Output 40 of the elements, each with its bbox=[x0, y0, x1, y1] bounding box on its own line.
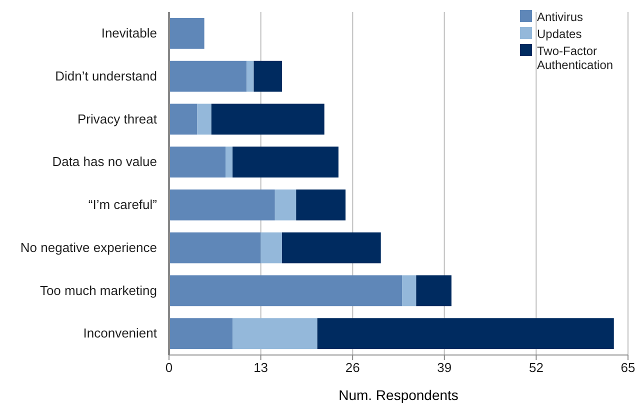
bar bbox=[246, 60, 254, 92]
bar bbox=[169, 18, 204, 49]
bar bbox=[282, 232, 381, 264]
x-tick-label: 26 bbox=[345, 360, 360, 376]
bar bbox=[169, 275, 402, 306]
bar bbox=[169, 318, 233, 349]
y-tick-label: Inconvenient bbox=[83, 326, 158, 341]
y-tick-label: Inevitable bbox=[101, 26, 157, 41]
bar bbox=[232, 146, 338, 178]
bar bbox=[274, 190, 296, 220]
y-tick-label: No negative experience bbox=[20, 240, 157, 255]
x-tick-label: 65 bbox=[620, 360, 635, 376]
bar bbox=[169, 146, 226, 178]
x-tick-label: 0 bbox=[165, 360, 173, 376]
x-tick-label: 13 bbox=[254, 360, 268, 376]
bar bbox=[254, 60, 282, 92]
bar bbox=[260, 232, 282, 264]
y-tick-label: Data has no value bbox=[52, 154, 157, 170]
bar bbox=[296, 190, 346, 220]
y-tick-label: Too much marketing bbox=[40, 282, 157, 298]
legend-label: Antivirus bbox=[537, 10, 584, 24]
bar bbox=[225, 146, 233, 178]
bar bbox=[169, 232, 261, 264]
bar bbox=[169, 190, 275, 220]
bar bbox=[169, 104, 198, 135]
x-tick-label: 52 bbox=[528, 360, 544, 376]
bar bbox=[402, 275, 416, 306]
bar bbox=[169, 60, 247, 92]
bar bbox=[232, 318, 318, 349]
bar bbox=[317, 318, 614, 349]
bar bbox=[197, 104, 212, 135]
x-axis-title: Num. Respondents bbox=[338, 387, 458, 403]
y-tick-label: “I’m careful” bbox=[88, 197, 157, 212]
bar bbox=[416, 275, 452, 306]
legend-label: Updates bbox=[537, 27, 582, 41]
y-tick-label: Didn’t understand bbox=[55, 68, 157, 84]
y-tick-label: Privacy threat bbox=[78, 111, 158, 126]
bar bbox=[211, 104, 324, 135]
x-tick-label: 39 bbox=[437, 360, 452, 376]
legend-label: Two-Factor Authentication bbox=[537, 44, 614, 72]
